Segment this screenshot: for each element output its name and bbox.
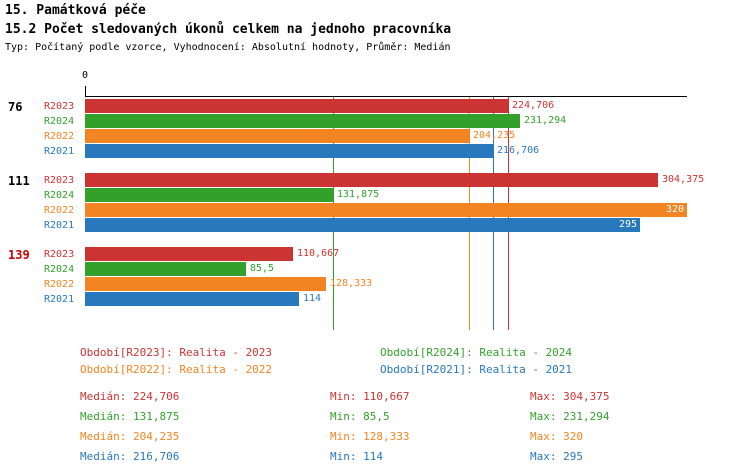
indicator-title: 15.2 Počet sledovaných úkonů celkem na j… [5, 22, 452, 37]
stat-max-r2023: Max: 304,375 [530, 390, 610, 403]
bar-r2024 [85, 262, 246, 276]
series-row-label-r2022: R2022 [44, 279, 75, 290]
bar-r2021 [85, 218, 640, 232]
stat-median-r2024: Medián: 131,875 [80, 410, 180, 423]
bar-value-label: 224,706 [512, 100, 555, 111]
series-row-label-r2023: R2023 [44, 175, 75, 186]
stat-min-r2022: Min: 128,333 [330, 430, 410, 443]
bar-value-label: 85,5 [250, 263, 275, 274]
bar-r2024 [85, 188, 333, 202]
stat-min-r2024: Min: 85,5 [330, 410, 390, 423]
chart-subtitle: Typ: Počítaný podle vzorce, Vyhodnocení:… [5, 42, 451, 53]
axis-zero-label: 0 [81, 70, 89, 81]
stat-median-r2021: Medián: 216,706 [80, 450, 180, 463]
stat-median-r2023: Medián: 224,706 [80, 390, 180, 403]
legend-item-r2024: Období[R2024]: Realita - 2024 [380, 346, 573, 359]
stat-median-r2022: Medián: 204,235 [80, 430, 180, 443]
stat-max-r2022: Max: 320 [530, 430, 583, 443]
series-row-label-r2023: R2023 [44, 249, 75, 260]
series-row-label-r2023: R2023 [44, 101, 75, 112]
bar-r2023 [85, 247, 293, 261]
bar-r2023 [85, 173, 658, 187]
series-row-label-r2021: R2021 [44, 146, 75, 157]
bar-value-label: 131,875 [337, 189, 380, 200]
series-row-label-r2022: R2022 [44, 205, 75, 216]
bar-r2022 [85, 277, 326, 291]
bar-r2021 [85, 144, 493, 158]
bar-r2024 [85, 114, 520, 128]
bar-value-label: 110,667 [297, 248, 340, 259]
x-axis-tick [85, 86, 86, 96]
series-row-label-r2021: R2021 [44, 294, 75, 305]
bar-value-label: 204,235 [473, 130, 516, 141]
stat-min-r2021: Min: 114 [330, 450, 383, 463]
bar-r2023 [85, 99, 508, 113]
bar-value-label: 114 [303, 293, 322, 304]
series-row-label-r2022: R2022 [44, 131, 75, 142]
stat-min-r2023: Min: 110,667 [330, 390, 410, 403]
bar-value-label: 216,706 [497, 145, 540, 156]
group-label-111: 111 [8, 174, 30, 188]
legend-item-r2022: Období[R2022]: Realita - 2022 [80, 363, 273, 376]
series-row-label-r2024: R2024 [44, 264, 75, 275]
x-axis-line [85, 96, 687, 97]
bar-value-label: 304,375 [662, 174, 705, 185]
legend-item-r2023: Období[R2023]: Realita - 2023 [80, 346, 273, 359]
bar-r2022 [85, 203, 687, 217]
legend-item-r2021: Období[R2021]: Realita - 2021 [380, 363, 573, 376]
group-label-139: 139 [8, 248, 30, 262]
bar-value-label: 295 [618, 219, 637, 230]
group-label-76: 76 [8, 100, 23, 114]
stat-max-r2024: Max: 231,294 [530, 410, 610, 423]
bar-r2022 [85, 129, 469, 143]
bar-value-label: 231,294 [524, 115, 567, 126]
stat-max-r2021: Max: 295 [530, 450, 583, 463]
bar-r2021 [85, 292, 299, 306]
series-row-label-r2024: R2024 [44, 190, 75, 201]
bar-value-label: 320 [665, 204, 684, 215]
bar-value-label: 128,333 [330, 278, 373, 289]
series-row-label-r2024: R2024 [44, 116, 75, 127]
series-row-label-r2021: R2021 [44, 220, 75, 231]
section-title: 15. Památková péče [5, 3, 146, 18]
